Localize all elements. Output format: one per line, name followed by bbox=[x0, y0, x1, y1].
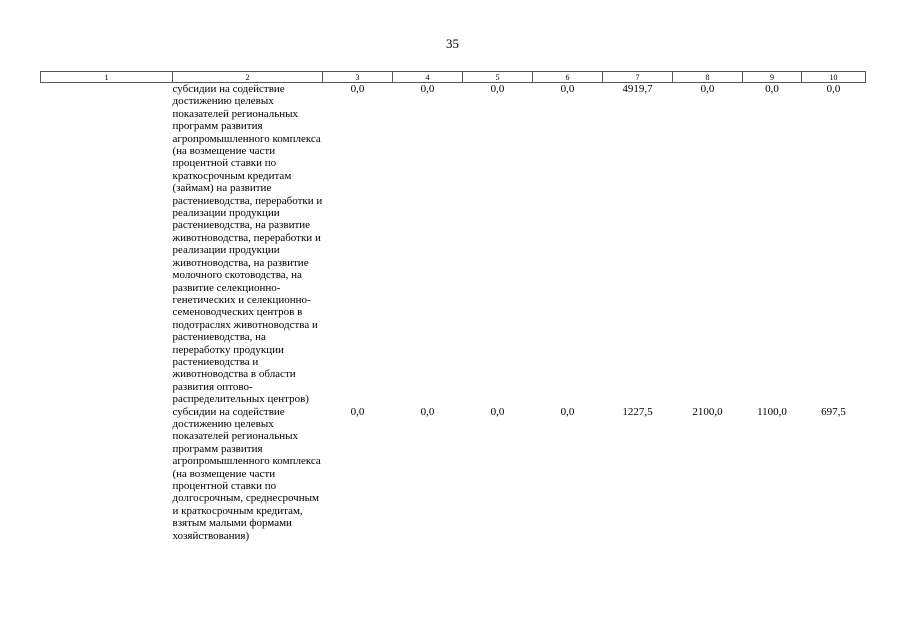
column-header-1: 1 bbox=[40, 71, 173, 83]
row2-value-col4: 0,0 bbox=[420, 405, 435, 418]
row2-value-col8: 2100,0 bbox=[692, 405, 723, 418]
row2-label: субсидии на содействие достижению целевы… bbox=[172, 405, 321, 542]
column-header-6: 6 bbox=[532, 71, 603, 83]
row1-col1-empty bbox=[41, 83, 173, 406]
row2-value-col3: 0,0 bbox=[350, 405, 365, 418]
row2-value-col6: 0,0 bbox=[560, 405, 575, 418]
column-header-3: 3 bbox=[322, 71, 393, 83]
row2-col1-empty bbox=[41, 406, 173, 542]
row2-value-col9: 1100,0 bbox=[757, 405, 787, 418]
table-header-row: 1 2 3 4 5 6 7 8 9 10 bbox=[40, 71, 866, 83]
page-number: 35 bbox=[446, 36, 459, 51]
data-table: 1 2 3 4 5 6 7 8 9 10 субсидии на содейст… bbox=[40, 71, 866, 542]
row2-value-col7: 1227,5 bbox=[622, 405, 653, 418]
table-row: субсидии на содействие достижению целевы… bbox=[41, 406, 866, 542]
row1-value-col4: 0,0 bbox=[420, 83, 435, 95]
column-header-5: 5 bbox=[462, 71, 533, 83]
column-header-4: 4 bbox=[392, 71, 463, 83]
column-header-8: 8 bbox=[672, 71, 743, 83]
row2-value-col10: 697,5 bbox=[821, 405, 846, 418]
row1-value-col8: 0,0 bbox=[700, 83, 715, 95]
row1-value-col6: 0,0 bbox=[560, 83, 575, 95]
table-row: субсидии на содействие достижению целевы… bbox=[41, 83, 866, 406]
row1-value-col9: 0,0 bbox=[765, 83, 779, 95]
row1-value-col7: 4919,7 bbox=[622, 83, 653, 95]
row1-value-col10: 0,0 bbox=[826, 83, 841, 95]
column-header-9: 9 bbox=[742, 71, 802, 83]
row1-value-col5: 0,0 bbox=[490, 83, 505, 95]
row1-value-col3: 0,0 bbox=[350, 83, 365, 95]
column-header-10: 10 bbox=[801, 71, 866, 83]
row1-label: субсидии на содействие достижению целевы… bbox=[172, 83, 323, 406]
row2-value-col5: 0,0 bbox=[490, 405, 505, 418]
column-header-2: 2 bbox=[172, 71, 323, 83]
column-header-7: 7 bbox=[602, 71, 673, 83]
